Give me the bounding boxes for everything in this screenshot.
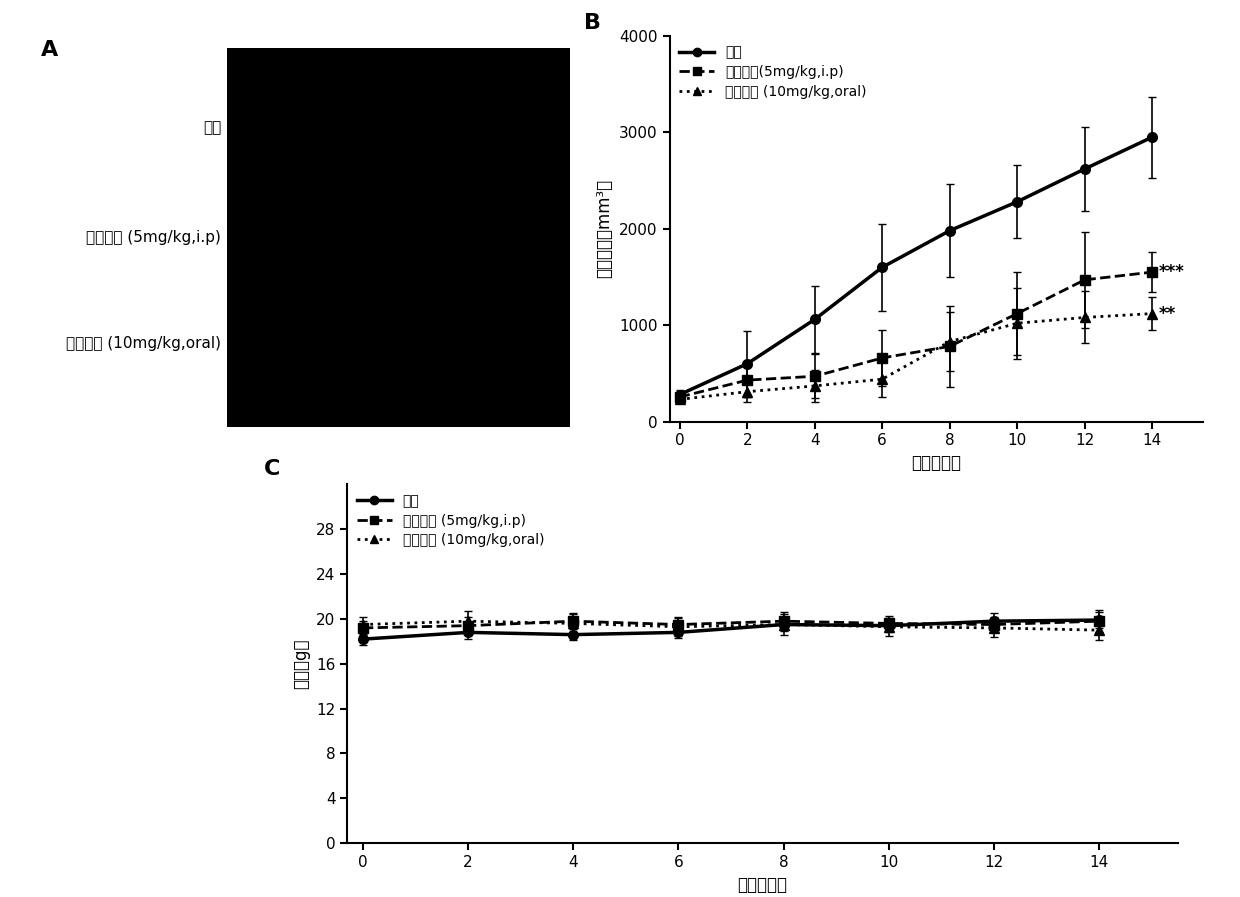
Bar (227, 48, 570, 428)
Text: 芯素氯锨 (5mg/kg,i.p): 芯素氯锨 (5mg/kg,i.p) (87, 231, 221, 245)
Text: 芯素氯锨 (10mg/kg,oral): 芯素氯锨 (10mg/kg,oral) (66, 335, 221, 351)
Text: ***: *** (1159, 263, 1184, 281)
Text: A: A (41, 39, 58, 59)
Text: B: B (584, 13, 601, 32)
Text: **: ** (1159, 305, 1177, 323)
Legend: 参照, 芯素氯锨(5mg/kg,i.p), 芯素氯锨 (10mg/kg,oral): 参照, 芯素氯锨(5mg/kg,i.p), 芯素氯锨 (10mg/kg,oral… (677, 43, 869, 101)
Y-axis label: 体重（g）: 体重（g） (293, 639, 310, 689)
Legend: 参照, 芯素氯锨 (5mg/kg,i.p), 芯素氯锨 (10mg/kg,oral): 参照, 芯素氯锨 (5mg/kg,i.p), 芯素氯锨 (10mg/kg,ora… (355, 492, 547, 550)
X-axis label: 时间（天）: 时间（天） (911, 454, 961, 472)
Y-axis label: 肿瘤体积（mm³）: 肿瘤体积（mm³） (595, 179, 614, 278)
Text: C: C (264, 459, 280, 479)
X-axis label: 时间（天）: 时间（天） (738, 875, 787, 893)
Text: 参照: 参照 (203, 120, 221, 135)
